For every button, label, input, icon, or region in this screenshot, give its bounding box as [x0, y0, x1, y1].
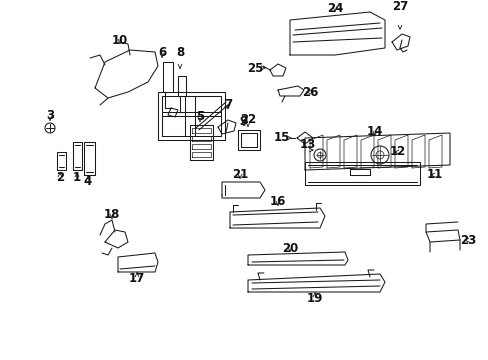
Text: 22: 22	[240, 113, 256, 126]
Text: 5: 5	[196, 111, 203, 123]
Text: 2: 2	[56, 171, 64, 184]
Text: 7: 7	[224, 99, 232, 112]
Text: 4: 4	[84, 175, 92, 189]
Text: 10: 10	[112, 33, 128, 46]
Text: 6: 6	[158, 45, 166, 58]
Text: 16: 16	[269, 195, 285, 208]
Text: 26: 26	[301, 85, 318, 99]
Text: 25: 25	[246, 62, 263, 75]
Text: 11: 11	[426, 168, 442, 181]
Text: 18: 18	[103, 208, 120, 221]
Text: 19: 19	[306, 292, 323, 305]
Text: 24: 24	[326, 1, 343, 14]
Text: 21: 21	[231, 168, 247, 181]
Text: 1: 1	[73, 171, 81, 184]
Text: 20: 20	[281, 242, 298, 255]
Text: 17: 17	[129, 271, 145, 284]
Text: 23: 23	[459, 234, 475, 247]
Text: 12: 12	[389, 145, 406, 158]
Text: 9: 9	[240, 116, 247, 129]
Text: 14: 14	[366, 126, 383, 139]
Text: 3: 3	[46, 109, 54, 122]
Text: 15: 15	[273, 131, 289, 144]
Text: 27: 27	[391, 0, 407, 13]
Text: 13: 13	[299, 139, 315, 152]
Text: 8: 8	[176, 45, 184, 58]
